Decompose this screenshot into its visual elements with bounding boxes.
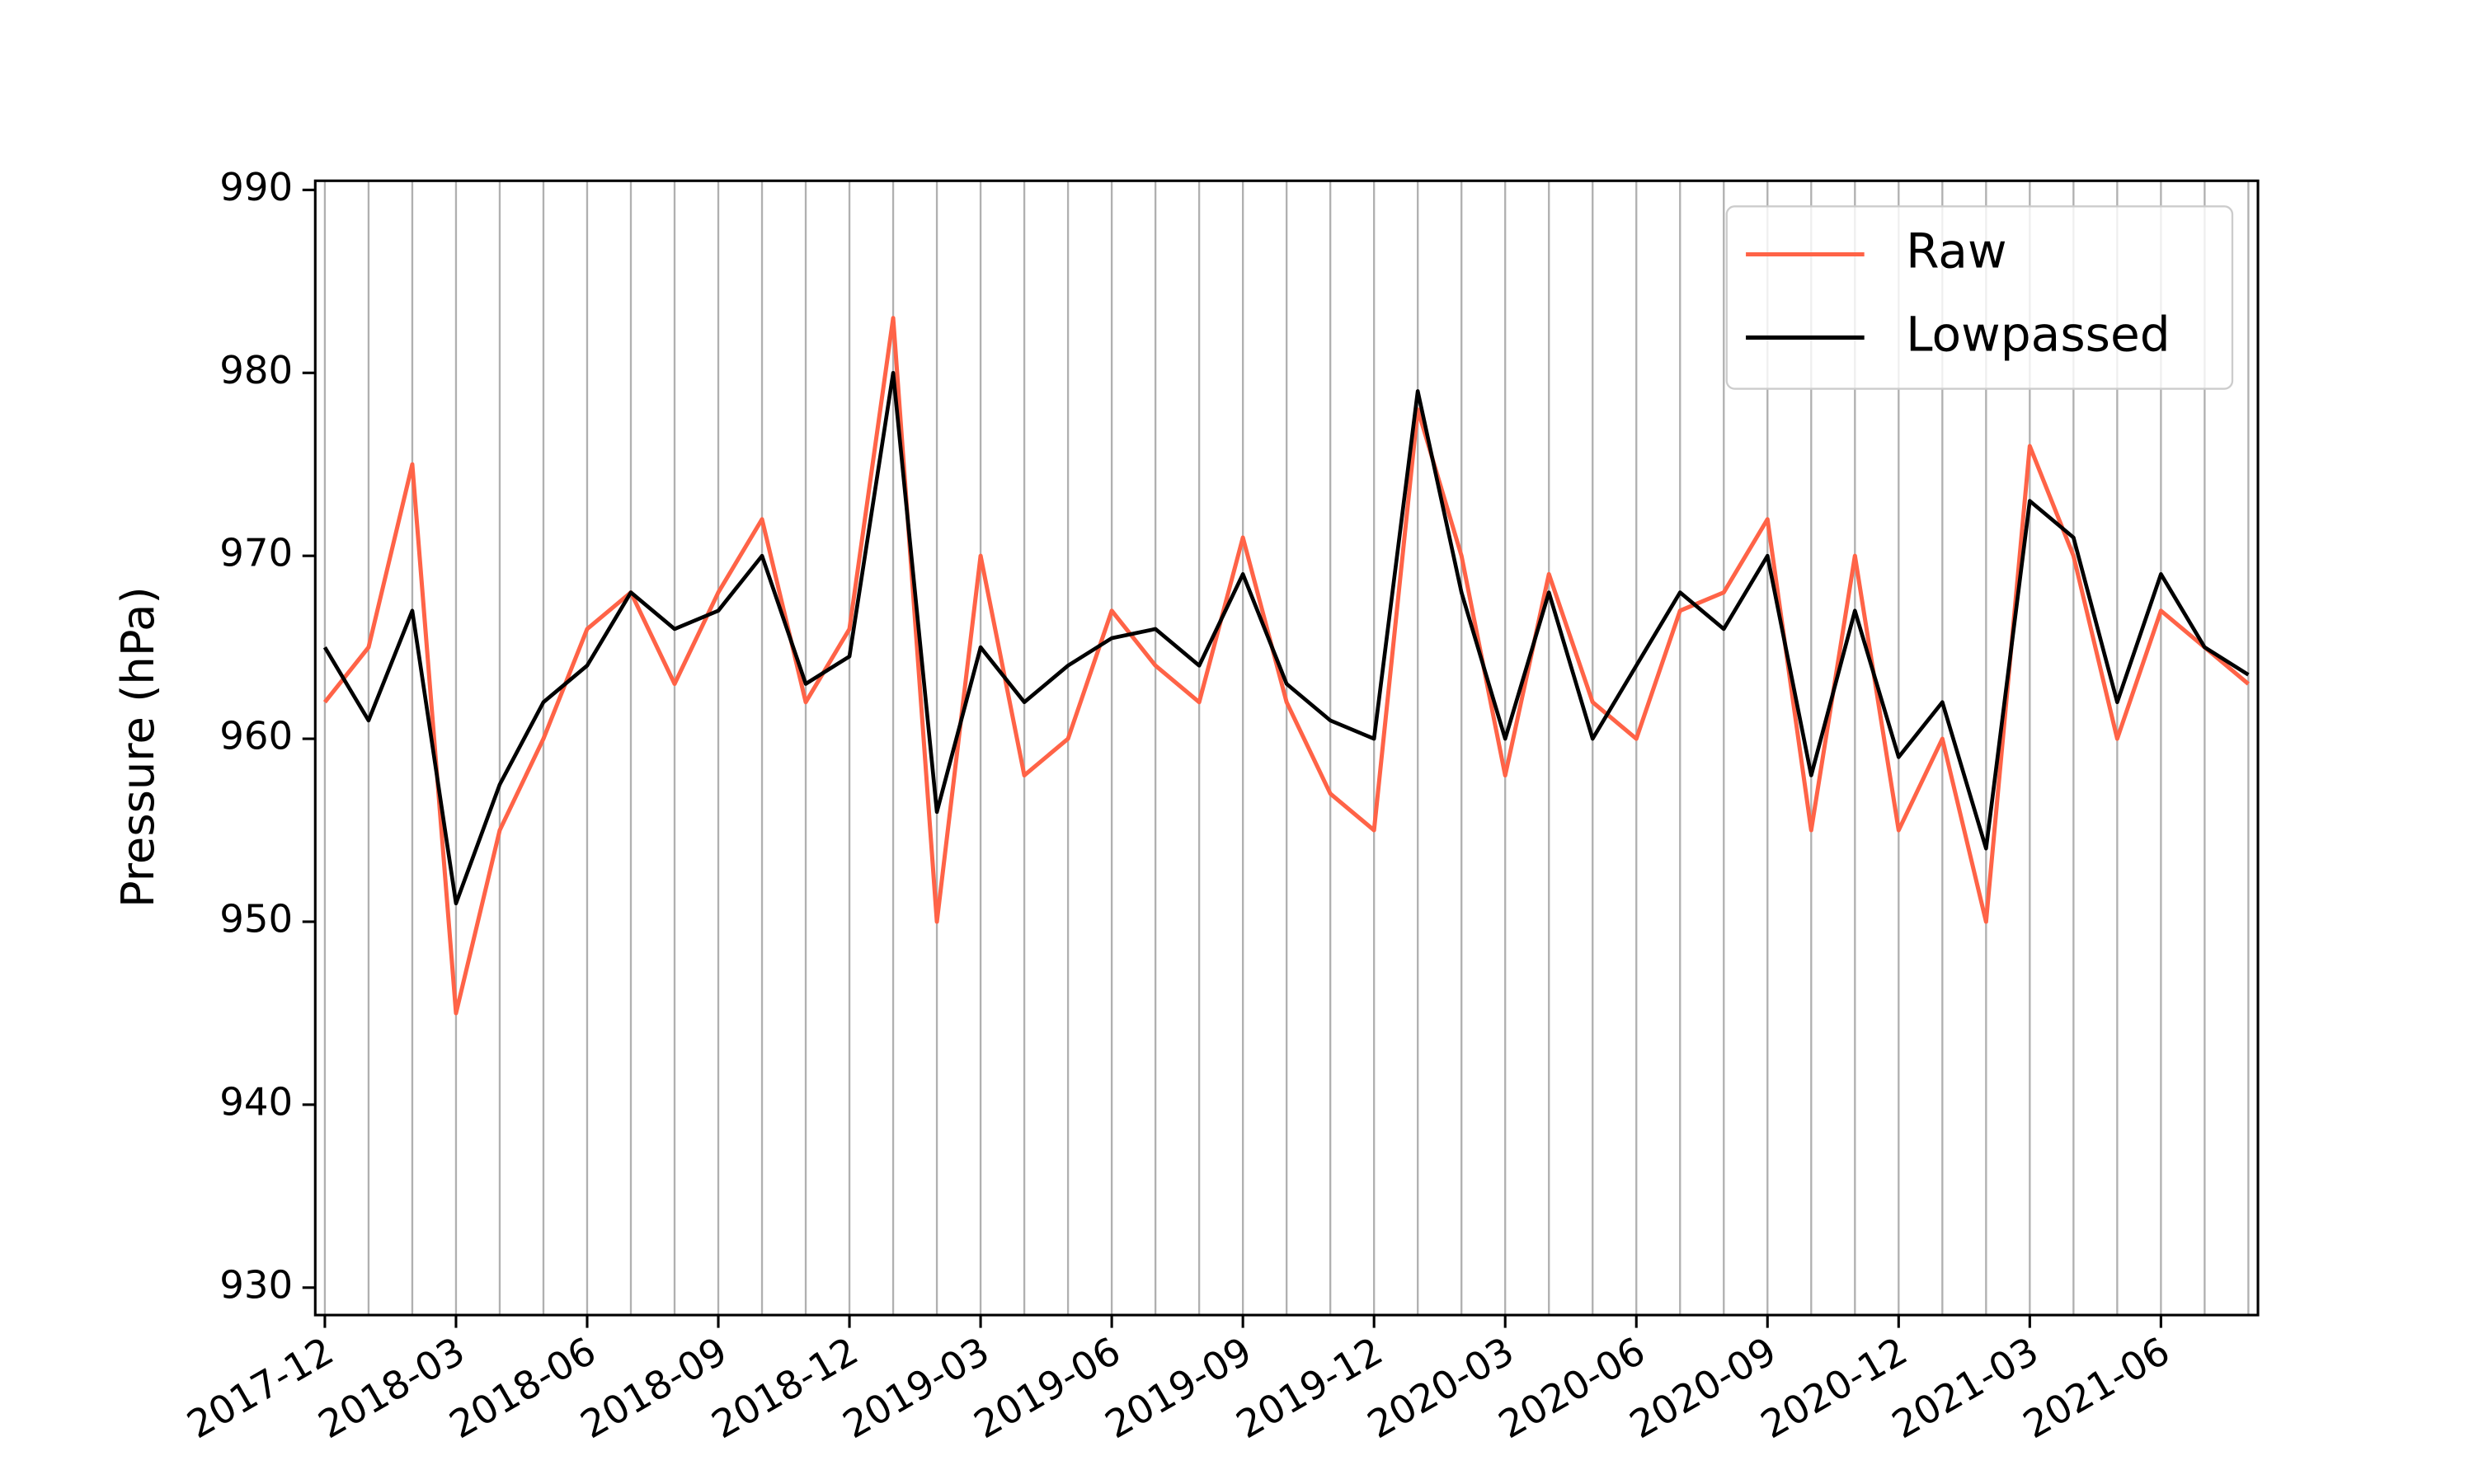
- x-tick-label: 2019-12: [1229, 1328, 1390, 1447]
- legend-label: Lowpassed: [1906, 307, 2171, 363]
- x-tick-label: 2019-09: [1098, 1328, 1258, 1447]
- legend-box: [1725, 205, 2234, 390]
- y-axis-label: Pressure (hPa): [112, 586, 164, 908]
- x-tick-label: 2021-03: [1884, 1328, 2045, 1447]
- x-tick-label: 2018-06: [442, 1328, 603, 1447]
- y-tick-label: 940: [219, 1079, 293, 1124]
- series-line: [322, 316, 2251, 1016]
- y-tick-label: 970: [219, 531, 293, 575]
- legend: Raw Lowpassed: [1725, 205, 2234, 390]
- x-tick-label: 2020-12: [1753, 1328, 1914, 1447]
- x-tick-label: 2018-12: [704, 1328, 865, 1447]
- y-tick-label: 980: [219, 348, 293, 392]
- x-tick-label: 2019-03: [835, 1328, 996, 1447]
- x-tick-label: 2021-06: [2015, 1328, 2176, 1447]
- series-line: [322, 370, 2250, 906]
- y-tick-label: 990: [219, 165, 293, 209]
- legend-label: Raw: [1906, 223, 2006, 279]
- x-tick-label: 2020-03: [1360, 1328, 1521, 1447]
- x-tick-label: 2019-06: [967, 1328, 1127, 1447]
- x-tick-label: 2020-09: [1622, 1328, 1783, 1447]
- y-tick-label: 930: [219, 1262, 293, 1307]
- x-tick-label: 2018-09: [573, 1328, 734, 1447]
- plot-frame: [313, 179, 2260, 1317]
- y-tick-label: 960: [219, 714, 293, 758]
- x-tick-label: 2017-12: [180, 1328, 341, 1447]
- x-tick-label: 2020-06: [1491, 1328, 1652, 1447]
- x-tick-label: 2018-03: [311, 1328, 472, 1447]
- y-tick-label: 950: [219, 896, 293, 941]
